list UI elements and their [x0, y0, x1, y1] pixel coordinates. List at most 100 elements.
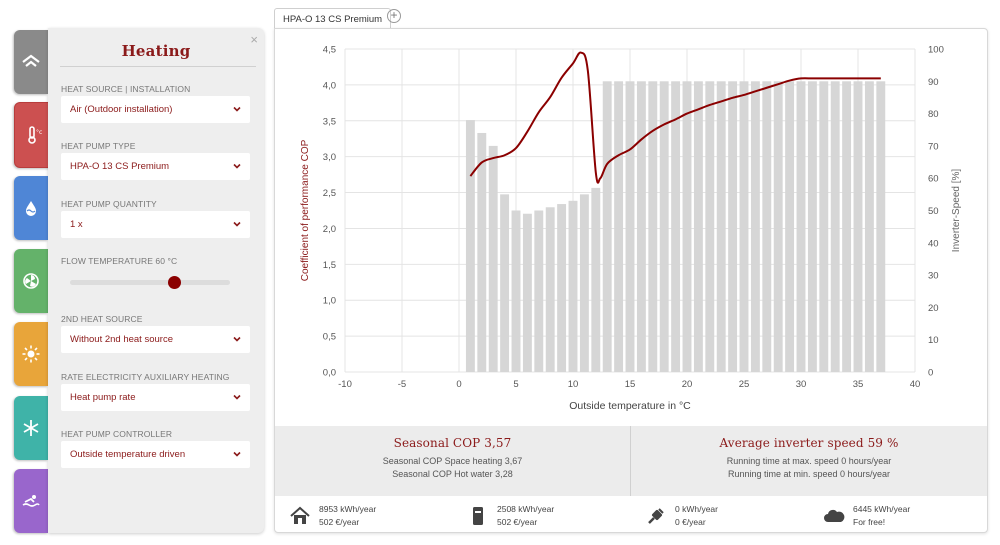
roof-icon [22, 54, 40, 67]
y-tick-label-right: 90 [928, 77, 939, 88]
chevron-down-icon [233, 221, 241, 227]
inverter-speed-title: Average inverter speed 59 % [719, 436, 899, 450]
bar [465, 120, 475, 372]
plug-icon [648, 508, 664, 524]
second-source-label: 2ND HEAT SOURCE [61, 314, 143, 324]
y-tick-label-left: 0,0 [323, 368, 336, 379]
quantity-select[interactable]: 1 x [61, 211, 250, 238]
x-tick-label: 10 [568, 379, 579, 390]
seasonal-stats: Seasonal COP 3,57 Seasonal COP Space hea… [275, 426, 987, 496]
close-icon[interactable]: × [250, 32, 258, 47]
fan-icon [23, 273, 39, 289]
bar [864, 81, 874, 373]
y-tick-label-right: 40 [928, 238, 939, 249]
tab-heating[interactable]: °c [14, 102, 52, 168]
bar [511, 210, 521, 372]
y-tick-label-left: 1,5 [323, 260, 336, 271]
boiler-icon [473, 507, 483, 525]
y-tick-label-left: 3,0 [323, 152, 336, 163]
flow-temperature-slider[interactable] [70, 276, 230, 289]
svg-text:°c: °c [36, 129, 42, 136]
add-tab-icon[interactable]: + [387, 9, 401, 23]
bar [568, 200, 578, 372]
tab-building[interactable] [14, 30, 48, 94]
tab-product[interactable]: HPA-O 13 CS Premium [274, 8, 392, 29]
pump-type-select[interactable]: HPA-O 13 CS Premium [61, 153, 250, 180]
y-tick-label-left: 2,5 [323, 188, 336, 199]
water-drop-icon [26, 201, 36, 216]
second-source-select[interactable]: Without 2nd heat source [61, 326, 250, 353]
cop-line [469, 51, 881, 184]
x-tick-label: -10 [338, 379, 352, 390]
x-tick-label: 20 [682, 379, 693, 390]
bar [671, 81, 681, 373]
heat-source-label: HEAT SOURCE | INSTALLATION [61, 84, 191, 94]
bar [579, 194, 589, 372]
bar [842, 81, 852, 373]
bar [716, 81, 726, 373]
bar [545, 207, 555, 372]
performance-chart: 0,0 0,5 1,0 1,5 2,0 2,5 3,0 3,5 4,0 4,5 0 10 20 30 40 5… [300, 45, 962, 413]
bar [830, 81, 840, 373]
y-tick-label-left: 4,0 [323, 80, 336, 91]
tab-hot-water[interactable] [14, 176, 48, 240]
y-tick-label-right: 100 [928, 45, 944, 56]
pump-type-value: HPA-O 13 CS Premium [70, 161, 170, 172]
rate-select[interactable]: Heat pump rate [61, 384, 250, 411]
bar [762, 81, 772, 373]
second-source-value: Without 2nd heat source [70, 334, 173, 345]
bar [876, 81, 886, 373]
bar [625, 81, 635, 373]
running-time-min: Running time at min. speed 0 hours/year [727, 469, 891, 479]
house-icon [290, 506, 310, 524]
x-tick-label: 35 [853, 379, 864, 390]
heat-source-select[interactable]: Air (Outdoor installation) [61, 96, 250, 123]
x-tick-label: 40 [910, 379, 921, 390]
x-axis-label: Outside temperature in °C [569, 400, 691, 412]
flow-temperature-label: FLOW TEMPERATURE 60 °C [61, 256, 178, 266]
y-tick-label-right: 50 [928, 206, 939, 217]
heating-energy: 8953 kWh/year 502 €/year [289, 503, 376, 529]
bar [796, 81, 806, 373]
heating-kwh: 8953 kWh/year [319, 504, 377, 514]
controller-select[interactable]: Outside temperature driven [61, 441, 250, 468]
chevron-down-icon [233, 394, 241, 400]
pump-type-label: HEAT PUMP TYPE [61, 141, 136, 151]
auxiliary-cost: 0 €/year [675, 517, 706, 527]
x-tick-label: 30 [796, 379, 807, 390]
bar [785, 81, 795, 373]
tab-pool[interactable] [14, 469, 48, 533]
environment-kwh: 6445 kWh/year [853, 504, 911, 514]
bar [739, 81, 749, 373]
tab-solar[interactable] [14, 322, 48, 386]
bar [819, 81, 829, 373]
bar [773, 81, 783, 373]
results-panel: 0,0 0,5 1,0 1,5 2,0 2,5 3,0 3,5 4,0 4,5 0 10 20 30 40 5… [274, 28, 988, 533]
x-tick-label: -5 [398, 379, 406, 390]
controller-label: HEAT PUMP CONTROLLER [61, 429, 173, 439]
bar [534, 210, 544, 372]
y-tick-label-left: 0,5 [323, 332, 336, 343]
thermometer-icon: °c [28, 126, 42, 144]
sun-icon [22, 345, 40, 363]
y-tick-label-right: 20 [928, 303, 939, 314]
tab-cooling[interactable] [14, 396, 48, 460]
x-tick-label: 15 [625, 379, 636, 390]
inverter-stats: Average inverter speed 59 % Running time… [631, 426, 987, 496]
y-axis-label-right: Inverter-Speed [%] [951, 169, 962, 253]
bar [750, 81, 760, 373]
hot-water-energy: 2508 kWh/year 502 €/year [467, 503, 554, 529]
tab-ventilation[interactable] [14, 249, 48, 313]
bar [488, 145, 498, 372]
y-tick-label-right: 80 [928, 109, 939, 120]
rate-label: RATE ELECTRICITY AUXILIARY HEATING [61, 372, 230, 382]
environment-energy: 6445 kWh/year For free! [823, 503, 910, 529]
y-tick-label-right: 30 [928, 271, 939, 282]
chevron-down-icon [233, 336, 241, 342]
bar [614, 81, 624, 373]
bar [522, 213, 532, 372]
bar [693, 81, 703, 373]
slider-handle[interactable] [168, 276, 181, 289]
bar [853, 81, 863, 373]
